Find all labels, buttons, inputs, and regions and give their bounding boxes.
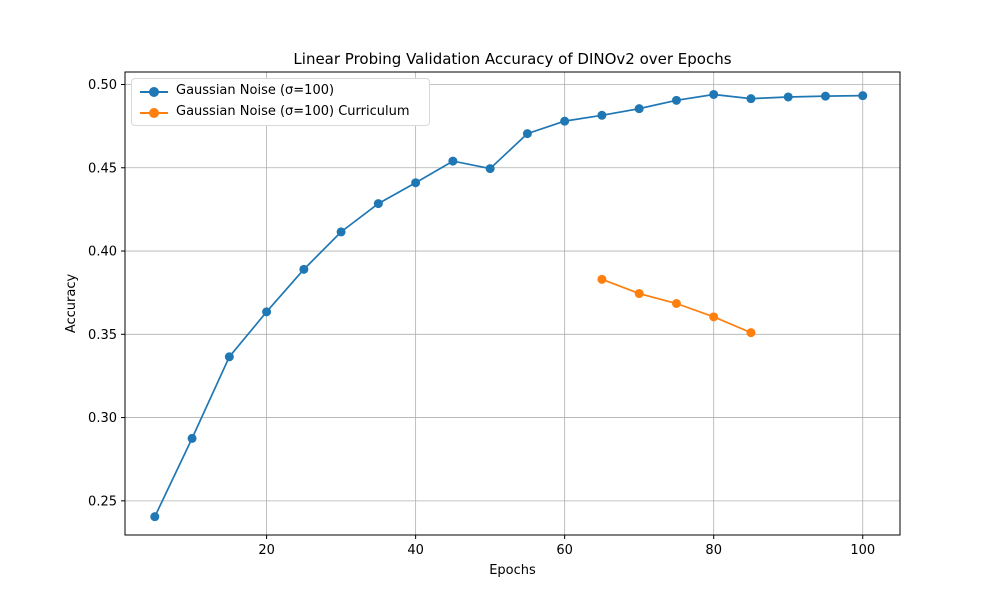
data-point-series-1 [448,156,458,166]
grid-layer [125,72,900,535]
legend-marker-series-1 [149,87,159,97]
axis-layer: 20 40 60 80 100 0.25 0.30 0.35 0.40 0.45 0.50 [88,78,875,558]
data-point-series-1 [299,264,309,274]
data-point-series-1 [634,104,644,114]
y-tick-label: 0.35 [88,328,117,343]
x-tick-label: 80 [705,543,722,558]
data-point-series-1 [522,129,532,139]
y-tick-label: 0.30 [88,411,117,426]
legend-label-series-2: Gaussian Noise (σ=100) Curriculum [176,104,410,119]
x-tick-label: 60 [556,543,573,558]
y-axis-label: Accuracy [64,274,79,334]
data-point-series-1 [262,307,272,317]
legend-marker-series-2 [149,108,159,118]
data-point-series-1 [858,91,868,101]
data-point-series-1 [709,89,719,99]
data-point-series-1 [671,95,681,105]
y-tick-label: 0.25 [88,494,117,509]
data-point-series-2 [634,289,644,299]
data-point-series-1 [187,433,197,443]
data-point-series-1 [150,512,160,522]
y-tick-label: 0.45 [88,161,117,176]
legend-entry-series-1: Gaussian Noise (σ=100) [132,82,429,102]
data-point-series-1 [820,91,830,101]
series-line-1 [154,93,863,518]
data-point-series-1 [485,164,495,174]
data-point-series-1 [597,110,607,120]
data-point-series-1 [224,352,234,362]
data-point-series-2 [597,274,607,284]
data-point-series-2 [671,299,681,308]
x-tick-label: 20 [258,543,275,558]
x-axis-label: Epochs [489,563,536,578]
data-point-series-1 [336,227,346,237]
x-tick-label: 40 [407,543,424,558]
data-point-series-2 [709,312,719,322]
legend: Gaussian Noise (σ=100) Gaussian Noise (σ… [131,78,430,126]
data-point-series-1 [411,178,421,188]
plot-frame [124,71,901,536]
data-point-series-1 [373,199,383,209]
x-tick-label: 100 [850,543,875,558]
data-point-series-2 [746,328,756,338]
legend-entry-series-2: Gaussian Noise (σ=100) Curriculum [132,103,429,123]
data-point-series-1 [783,92,793,102]
series-layer [150,89,868,522]
data-point-series-1 [746,94,756,104]
legend-label-series-1: Gaussian Noise (σ=100) [176,83,335,98]
chart-title: Linear Probing Validation Accuracy of DI… [293,50,731,68]
y-tick-label: 0.40 [88,245,117,260]
data-point-series-1 [560,116,570,126]
y-tick-label: 0.50 [88,78,117,93]
